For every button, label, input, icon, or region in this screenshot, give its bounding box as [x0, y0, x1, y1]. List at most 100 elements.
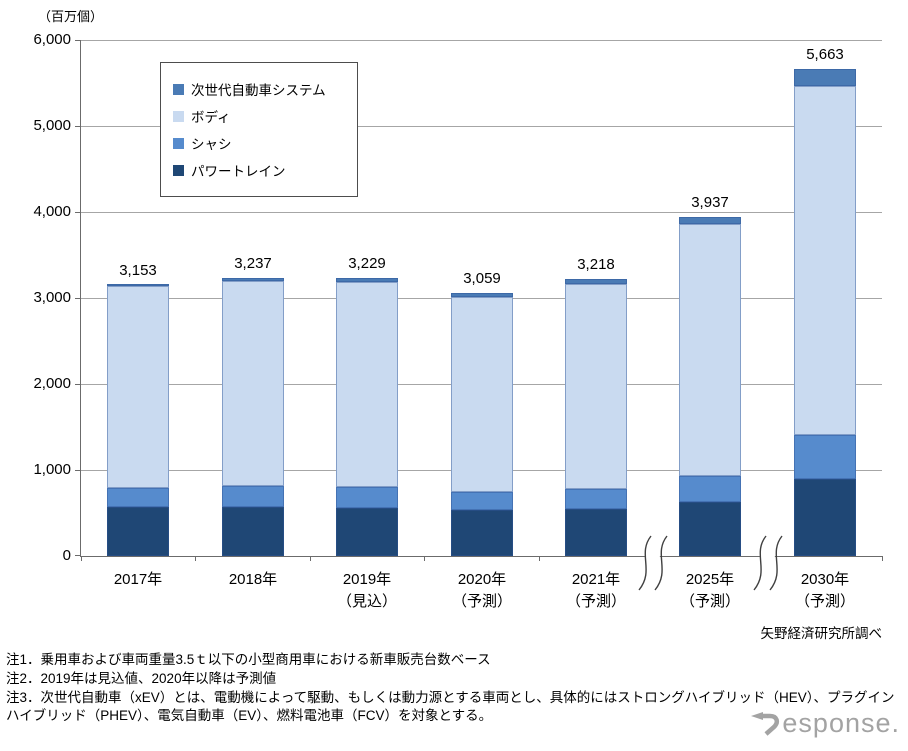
x-axis-category-label: 2017年	[81, 569, 195, 591]
bar-segment-パワートレイン	[222, 506, 284, 556]
response-watermark: esponse.	[748, 708, 900, 738]
x-axis-category-year: 2018年	[228, 571, 278, 588]
bar-segment-シャシ	[679, 476, 741, 502]
bar-segment-シャシ	[222, 486, 284, 507]
x-axis-tick	[768, 556, 769, 561]
bar-total-label: 5,663	[806, 45, 844, 63]
y-axis-tick	[75, 40, 81, 41]
legend-swatch-icon	[173, 137, 184, 149]
x-axis-tick	[882, 556, 883, 561]
plot-area: 0 1,000 2,000 3,000 4,000 5,000 6,000 3,153 3,2…	[33, 32, 883, 610]
footnote-line: 注1．乗用車および車両重量3.5ｔ以下の小型商用車における新車販売台数ベース	[6, 652, 491, 667]
bar-segment-次世代自動車システム	[565, 279, 627, 284]
footnote-line: 注2．2019年は見込値、2020年以降は予測値	[6, 671, 277, 686]
x-axis-tick	[310, 556, 311, 561]
y-axis-tick-label: 6,000	[33, 31, 71, 48]
bar-total-label: 3,937	[691, 194, 729, 212]
x-axis-category-year: 2021年	[571, 571, 621, 588]
gridline	[81, 40, 882, 41]
bar-segment-ボディ	[336, 282, 398, 488]
x-axis-category-label: 2020年 （予測）	[425, 569, 539, 613]
legend-label: ボディ	[191, 110, 231, 125]
x-axis-category-label: 2030年 （予測）	[768, 569, 882, 613]
response-logo-text: esponse.	[782, 708, 900, 738]
y-axis-tick-label: 3,000	[33, 289, 71, 306]
bar-segment-ボディ	[451, 297, 513, 492]
bar-segment-パワートレイン	[794, 478, 856, 556]
x-axis-category-year: 2025年	[685, 571, 735, 588]
source-credit: 矢野経済研究所調べ	[760, 626, 883, 641]
bar-segment-ボディ	[107, 286, 169, 489]
y-axis-tick-label: 1,000	[33, 461, 71, 478]
x-axis-category-year: 2020年	[457, 571, 507, 588]
bar-segment-シャシ	[794, 434, 856, 479]
x-axis-tick	[539, 556, 540, 561]
bar-segment-ボディ	[679, 224, 741, 477]
legend-label: パワートレイン	[191, 164, 286, 179]
footnote-line: 注3．次世代自動車（xEV）とは、電動機によって駆動、もしくは動力源とする車両と…	[6, 690, 895, 723]
legend-item: シャシ	[173, 133, 345, 153]
bar-segment-パワートレイン	[336, 507, 398, 556]
x-axis-category-label: 2025年 （予測）	[653, 569, 767, 613]
x-axis-category-year: 2019年	[342, 571, 392, 588]
bar-segment-パワートレイン	[451, 510, 513, 556]
y-axis-tick	[75, 470, 81, 471]
legend-box: 次世代自動車システム ボディシャシパワートレイン	[160, 62, 358, 197]
x-axis-category-qualifier: （見込）	[336, 593, 397, 610]
y-axis-tick	[75, 298, 81, 299]
bar-segment-ボディ	[222, 281, 284, 487]
bar-segment-シャシ	[107, 488, 169, 507]
bar-segment-パワートレイン	[679, 501, 741, 556]
y-axis-tick	[75, 212, 81, 213]
footnotes: 注1．乗用車および車両重量3.5ｔ以下の小型商用車における新車販売台数ベース 注2…	[6, 651, 904, 726]
bar-segment-次世代自動車システム	[451, 292, 513, 298]
bar-segment-次世代自動車システム	[679, 217, 741, 225]
y-axis-unit-label: （百万個）	[38, 9, 104, 24]
bar-segment-ボディ	[794, 86, 856, 435]
x-axis-category-qualifier: （予測）	[794, 593, 855, 610]
legend-swatch-icon	[173, 164, 184, 176]
bar-total-label: 3,218	[577, 256, 615, 274]
x-axis-tick	[195, 556, 196, 561]
x-axis-category-year: 2030年	[800, 571, 850, 588]
x-axis-category-label: 2018年	[196, 569, 310, 591]
legend-swatch-icon	[173, 83, 184, 95]
gridline	[81, 126, 882, 127]
legend-label: 次世代自動車システム	[191, 83, 326, 98]
legend-item: パワートレイン	[173, 160, 345, 180]
bar-total-label: 3,229	[348, 255, 386, 273]
y-axis-tick-label: 5,000	[33, 117, 71, 134]
y-axis-tick	[75, 126, 81, 127]
x-axis-tick	[653, 556, 654, 561]
legend-item: 次世代自動車システム	[173, 79, 345, 99]
bar-total-label: 3,059	[463, 269, 501, 287]
y-axis-tick-label: 2,000	[33, 375, 71, 392]
bar-segment-ボディ	[565, 284, 627, 489]
y-axis-tick	[75, 555, 81, 556]
x-axis-category-year: 2017年	[113, 571, 163, 588]
x-axis-category-label: 2021年 （予測）	[539, 569, 653, 613]
bar-segment-次世代自動車システム	[794, 69, 856, 87]
bar-segment-次世代自動車システム	[336, 278, 398, 283]
bar-segment-シャシ	[565, 488, 627, 509]
x-axis-category-qualifier: （予測）	[565, 593, 626, 610]
bar-total-label: 3,237	[234, 254, 272, 272]
x-axis-tick	[81, 556, 82, 561]
x-axis-tick	[424, 556, 425, 561]
x-axis-category-label: 2019年 （見込）	[310, 569, 424, 613]
response-logo-arrow-icon	[751, 712, 780, 736]
legend-label: シャシ	[191, 137, 232, 152]
y-axis-tick-label: 4,000	[33, 203, 71, 220]
legend-swatch-icon	[173, 110, 184, 122]
x-axis-category-qualifier: （予測）	[451, 593, 512, 610]
legend-item: ボディ	[173, 106, 345, 126]
bar-segment-シャシ	[336, 487, 398, 508]
bar-segment-パワートレイン	[107, 506, 169, 556]
bar-segment-次世代自動車システム	[222, 277, 284, 282]
bar-total-label: 3,153	[119, 261, 157, 279]
x-axis-category-qualifier: （予測）	[679, 593, 740, 610]
y-axis-tick-label: 0	[62, 547, 71, 564]
bar-segment-シャシ	[451, 491, 513, 511]
bar-segment-次世代自動車システム	[107, 284, 169, 287]
